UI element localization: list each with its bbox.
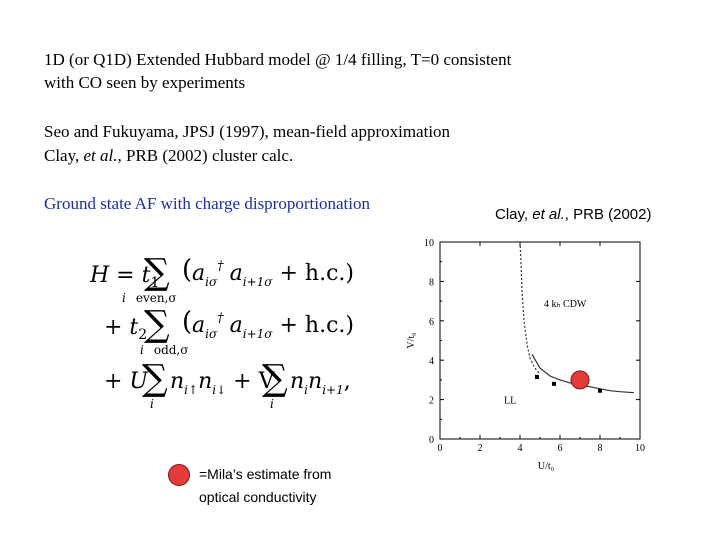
refs-line-2-prefix: Clay, bbox=[44, 146, 84, 165]
eq-sum-1: ∑ bbox=[144, 252, 170, 293]
legend-line-2: optical conductivity bbox=[199, 489, 317, 505]
ground-state-text: Ground state AF with charge disproportio… bbox=[44, 194, 370, 213]
x-tick-label: 10 bbox=[635, 443, 645, 454]
plot-caption-etal: et al. bbox=[532, 206, 565, 223]
y-tick-label: 6 bbox=[429, 317, 434, 328]
plot-labels: 4 kₕ CDW LL U/t₀ V/t₀ bbox=[406, 299, 587, 472]
intro-line-1: 1D (or Q1D) Extended Hubbard model @ 1/4… bbox=[44, 50, 512, 69]
hamiltonian-equation: H = t1 ∑ i even,σ ( aiσ† ai+1σ + h.c.) + t… bbox=[90, 252, 354, 411]
plot-caption-suffix: , PRB (2002) bbox=[564, 206, 652, 223]
eq-sub-even: i even,σ bbox=[122, 291, 177, 305]
y-tick-label: 2 bbox=[429, 396, 434, 407]
eq-line3-u: + U bbox=[104, 369, 149, 394]
mila-estimate-marker bbox=[570, 370, 590, 390]
phase-boundary-line-0 bbox=[519, 241, 541, 375]
eq-sub-i-1: i bbox=[150, 397, 154, 411]
plot-caption: Clay, et al., PRB (2002) bbox=[495, 204, 651, 225]
refs-line-2: Clay, et al., PRB (2002) cluster calc. bbox=[44, 145, 293, 167]
eq-term-1: aiσ† ai+1σ + h.c.) bbox=[192, 259, 354, 289]
x-tick-label: 0 bbox=[438, 443, 443, 454]
y-tick-label: 4 bbox=[429, 356, 434, 367]
plot-caption-prefix: Clay, bbox=[495, 206, 533, 223]
eq-sub-i-2: i bbox=[270, 397, 274, 411]
phase-diagram-chart: 0 2 4 6 8 10 0 2 4 6 8 10 4 kₕ CDW LL U/t₀ V/t₀ bbox=[406, 238, 645, 472]
eq-sum-4: ∑ bbox=[262, 358, 288, 399]
eq-sum-3: ∑ bbox=[142, 358, 168, 399]
y-tick-label: 8 bbox=[429, 277, 434, 288]
intro-line-2: with CO seen by experiments bbox=[44, 73, 246, 92]
data-point bbox=[598, 388, 602, 393]
legend-line-1: =Mila’s estimate from bbox=[199, 466, 332, 482]
eq-paren-2: ( bbox=[182, 307, 192, 337]
plot-ticks: 0 2 4 6 8 10 0 2 4 6 8 10 bbox=[424, 238, 645, 454]
x-tick-label: 2 bbox=[478, 443, 483, 454]
eq-line1-h: H = t1 bbox=[90, 263, 159, 291]
eq-line3-nn: nini+1, bbox=[290, 369, 351, 397]
x-tick-label: 6 bbox=[558, 443, 563, 454]
y-axis-label: V/t₀ bbox=[406, 332, 417, 349]
plot-frame bbox=[439, 241, 641, 440]
eq-line2-t2: + t2 bbox=[104, 315, 147, 343]
x-tick-label: 4 bbox=[518, 443, 523, 454]
plot-axes bbox=[439, 241, 641, 440]
eq-sum-2: ∑ bbox=[144, 304, 170, 345]
data-point bbox=[535, 374, 539, 379]
refs-line-1: Seo and Fukuyama, JPSJ (1997), mean-fiel… bbox=[44, 122, 451, 141]
refs-line-2-etal: et al. bbox=[83, 146, 118, 165]
ll-region-label: LL bbox=[504, 396, 516, 407]
mila-marker-legend-icon bbox=[168, 464, 190, 486]
y-tick-label: 0 bbox=[429, 435, 434, 446]
x-tick-label: 8 bbox=[598, 443, 603, 454]
plot-points bbox=[535, 370, 602, 393]
cdw-region-label: 4 kₕ CDW bbox=[544, 299, 587, 310]
eq-term-2: aiσ† ai+1σ + h.c.) bbox=[192, 311, 354, 341]
plot-lines bbox=[519, 241, 635, 394]
eq-paren-1: ( bbox=[182, 255, 192, 285]
eq-line3-n: ni↑ni↓ + V bbox=[170, 369, 276, 397]
x-axis-label: U/t₀ bbox=[538, 461, 555, 472]
eq-sub-odd: i odd,σ bbox=[140, 343, 188, 357]
y-tick-label: 10 bbox=[424, 238, 434, 249]
data-point bbox=[552, 381, 556, 386]
refs-line-2-suffix: , PRB (2002) cluster calc. bbox=[117, 146, 294, 165]
